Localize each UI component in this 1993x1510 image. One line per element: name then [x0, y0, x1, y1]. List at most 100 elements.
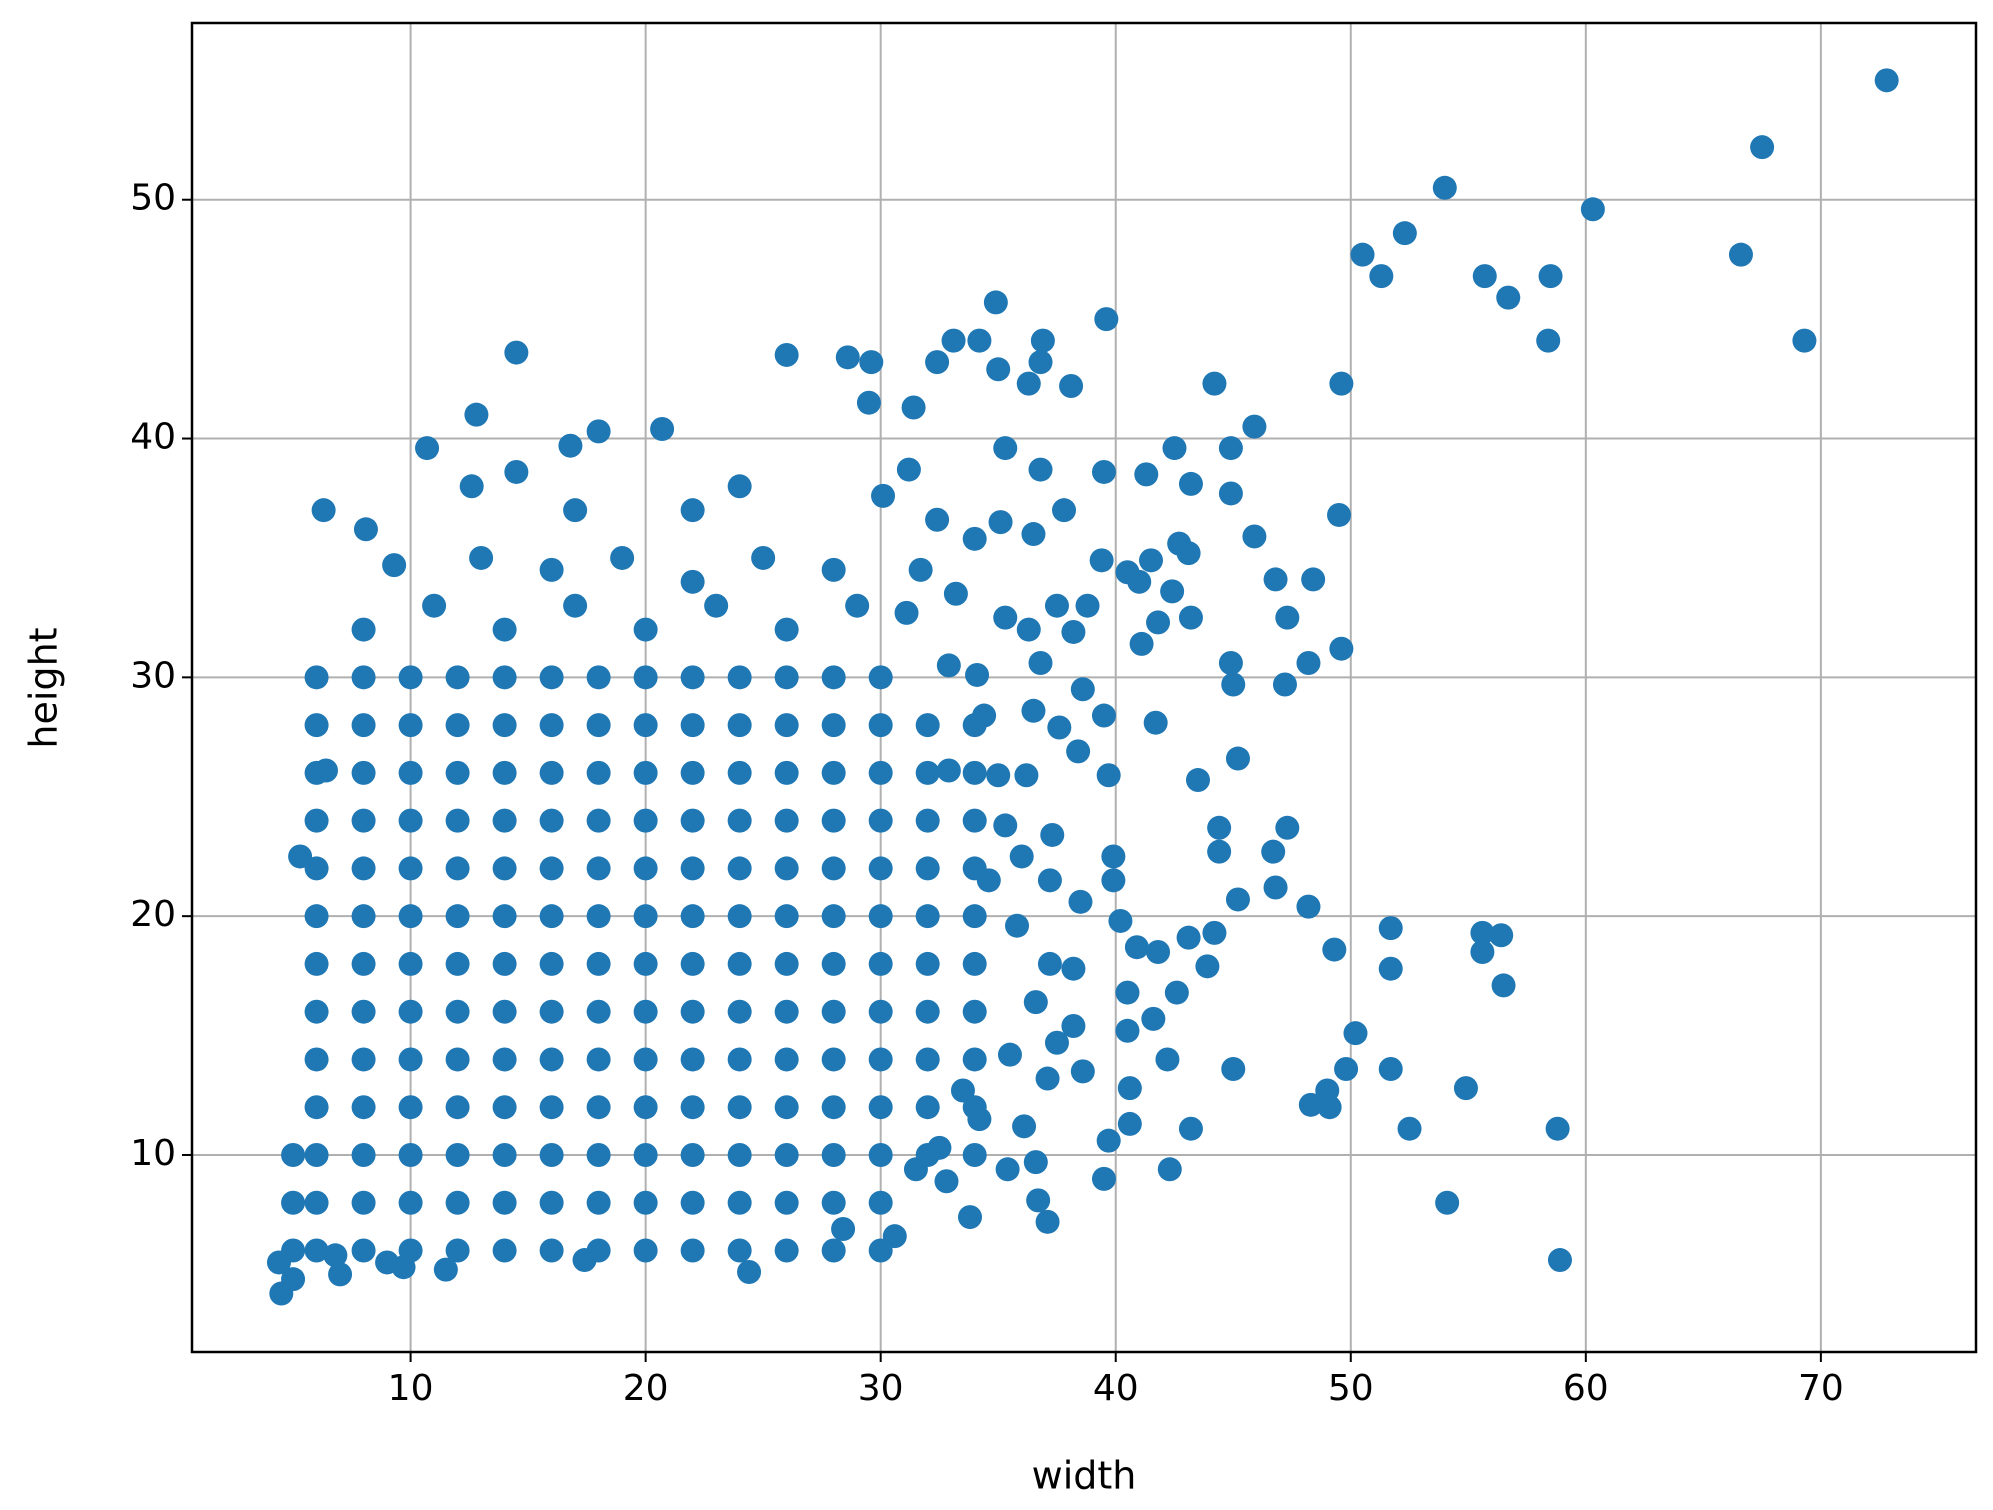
- point: [586, 1190, 611, 1215]
- point: [1350, 242, 1375, 267]
- point: [962, 526, 987, 551]
- point: [650, 416, 675, 441]
- point: [727, 999, 752, 1024]
- point: [1176, 925, 1201, 950]
- point: [1397, 1116, 1422, 1141]
- point: [1101, 844, 1126, 869]
- point: [1185, 768, 1210, 793]
- point: [821, 904, 846, 929]
- point: [445, 856, 470, 881]
- point: [737, 1259, 762, 1284]
- point: [1547, 1248, 1572, 1273]
- point: [304, 665, 329, 690]
- point: [304, 760, 329, 785]
- point: [1061, 956, 1086, 981]
- y-tick-label: 20: [130, 894, 176, 935]
- point: [1155, 1047, 1180, 1072]
- point: [304, 713, 329, 738]
- point: [492, 665, 517, 690]
- point: [774, 1142, 799, 1167]
- point: [962, 904, 987, 929]
- point: [1014, 763, 1039, 788]
- point: [1138, 548, 1163, 573]
- point: [351, 904, 376, 929]
- point: [774, 617, 799, 642]
- point: [633, 1047, 658, 1072]
- x-tick-label: 60: [1563, 1368, 1609, 1409]
- point: [398, 1142, 423, 1167]
- point: [304, 1142, 329, 1167]
- point: [835, 345, 860, 370]
- point: [1263, 567, 1288, 592]
- point: [586, 760, 611, 785]
- point: [1061, 1014, 1086, 1039]
- point: [1040, 822, 1065, 847]
- point: [586, 419, 611, 444]
- point: [633, 951, 658, 976]
- point: [586, 904, 611, 929]
- point: [311, 498, 336, 523]
- point: [1047, 715, 1072, 740]
- point: [1218, 436, 1243, 461]
- point: [445, 808, 470, 833]
- point: [1028, 350, 1053, 375]
- point: [1035, 1209, 1060, 1234]
- point: [398, 1238, 423, 1263]
- point: [586, 713, 611, 738]
- point: [680, 1095, 705, 1120]
- point: [1750, 135, 1775, 160]
- point: [633, 713, 658, 738]
- point: [943, 581, 968, 606]
- point: [1023, 1150, 1048, 1175]
- point: [821, 808, 846, 833]
- point: [680, 808, 705, 833]
- point: [1728, 242, 1753, 267]
- point: [727, 1047, 752, 1072]
- point: [1143, 710, 1168, 735]
- point: [304, 951, 329, 976]
- point: [539, 1047, 564, 1072]
- point: [351, 665, 376, 690]
- point: [727, 808, 752, 833]
- point: [962, 760, 987, 785]
- point: [821, 1190, 846, 1215]
- point: [1157, 1157, 1182, 1182]
- point: [993, 436, 1018, 461]
- point: [539, 1190, 564, 1215]
- point: [323, 1243, 348, 1268]
- point: [539, 1238, 564, 1263]
- point: [915, 951, 940, 976]
- point: [539, 904, 564, 929]
- point: [962, 856, 987, 881]
- point: [492, 760, 517, 785]
- point: [398, 999, 423, 1024]
- point: [1028, 457, 1053, 482]
- point: [539, 665, 564, 690]
- point: [915, 904, 940, 929]
- point: [539, 951, 564, 976]
- point: [1491, 973, 1516, 998]
- points: [266, 68, 1899, 1306]
- x-tick-label: 20: [623, 1368, 669, 1409]
- point: [539, 808, 564, 833]
- point: [1059, 373, 1084, 398]
- point: [1296, 651, 1321, 676]
- point: [586, 856, 611, 881]
- point: [680, 498, 705, 523]
- point: [1146, 610, 1171, 635]
- point: [915, 760, 940, 785]
- point: [281, 1190, 306, 1215]
- point: [1096, 1128, 1121, 1153]
- point: [1272, 672, 1297, 697]
- point: [1470, 920, 1495, 945]
- point: [1392, 221, 1417, 246]
- point: [774, 1190, 799, 1215]
- point: [1044, 1030, 1069, 1055]
- point: [504, 340, 529, 365]
- x-tick-label: 10: [388, 1368, 434, 1409]
- point: [539, 856, 564, 881]
- point: [821, 951, 846, 976]
- point: [1012, 1114, 1037, 1139]
- point: [727, 1238, 752, 1263]
